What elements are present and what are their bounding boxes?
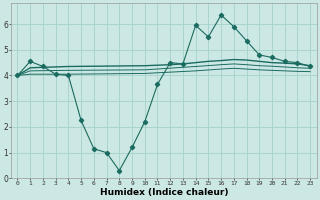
X-axis label: Humidex (Indice chaleur): Humidex (Indice chaleur) bbox=[100, 188, 228, 197]
